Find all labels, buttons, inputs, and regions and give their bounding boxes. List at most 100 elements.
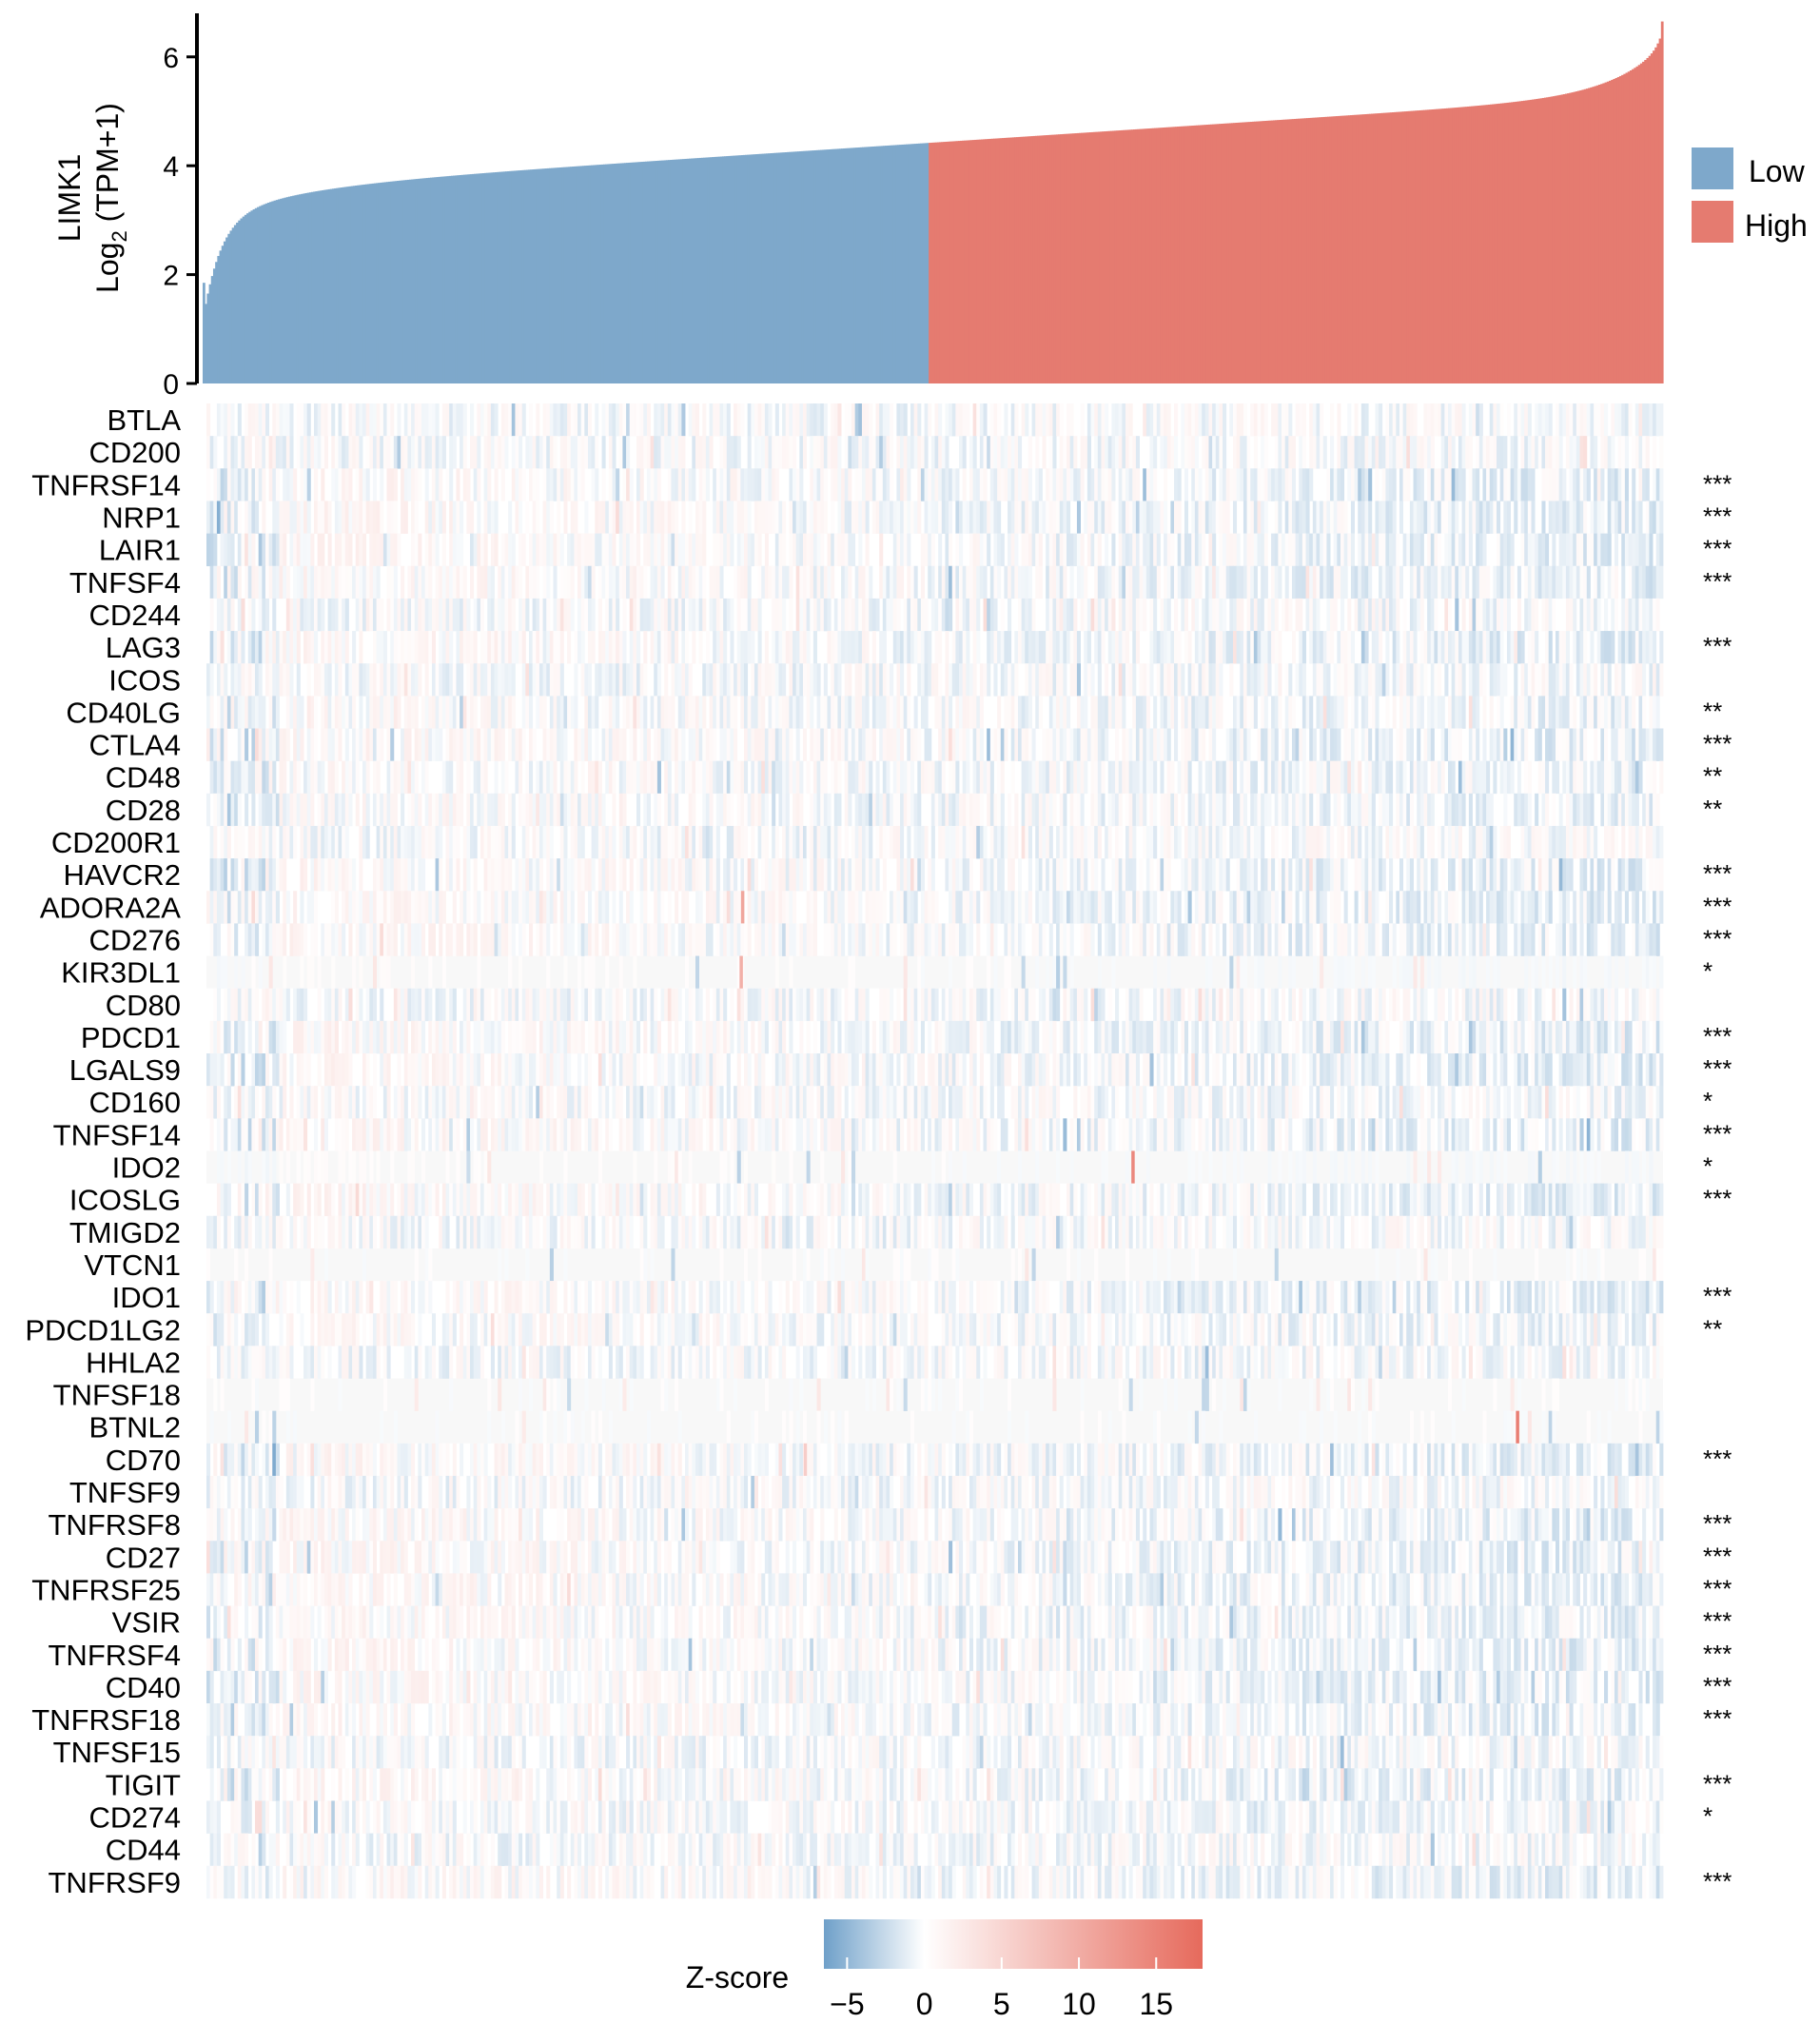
heatmap-cell (1128, 598, 1133, 632)
heatmap-cell (1017, 598, 1023, 632)
heatmap-cell (681, 468, 686, 501)
bar-low (726, 156, 730, 383)
heatmap-cell (1086, 436, 1091, 469)
heatmap-cell (1025, 631, 1029, 664)
heatmap-cell (1409, 403, 1414, 437)
heatmap-cell (976, 631, 981, 664)
heatmap-cell (1295, 663, 1300, 697)
heatmap-cell (844, 403, 849, 437)
bar-high (1380, 112, 1384, 383)
heatmap-cell (1558, 436, 1563, 469)
heatmap-cell (726, 598, 731, 632)
bar-low (361, 185, 364, 383)
bar-high (1282, 119, 1286, 383)
heatmap-cell (618, 663, 623, 697)
heatmap-cell (601, 728, 606, 761)
heatmap-cell (941, 501, 946, 534)
heatmap-cell (1021, 631, 1026, 664)
heatmap-cell (1624, 533, 1629, 567)
heatmap-cell (303, 793, 308, 827)
heatmap-cell (1198, 468, 1203, 501)
heatmap-cell (774, 468, 779, 501)
heatmap-cell (1021, 533, 1026, 567)
heatmap-cell (1284, 403, 1289, 437)
heatmap-cell (810, 663, 814, 697)
heatmap-cell (498, 436, 502, 469)
heatmap-cell (1371, 533, 1376, 567)
heatmap-cell (675, 403, 679, 437)
heatmap-cell (285, 696, 290, 729)
heatmap-cell (1128, 403, 1133, 437)
heatmap-cell (928, 663, 932, 697)
heatmap-cell (206, 696, 211, 729)
heatmap-cell (1406, 663, 1411, 697)
bar-low (766, 153, 769, 383)
heatmap-cell (462, 728, 467, 761)
heatmap-cell (1069, 565, 1074, 599)
heatmap-cell (390, 565, 395, 599)
heatmap-cell (500, 565, 505, 599)
heatmap-cell (355, 501, 360, 534)
heatmap-cell (439, 696, 443, 729)
bar-high (1654, 47, 1658, 384)
heatmap-cell (1056, 598, 1061, 632)
heatmap-cell (456, 533, 460, 567)
heatmap-cell (1181, 598, 1185, 632)
heatmap-cell (397, 663, 401, 697)
heatmap-cell (892, 501, 897, 534)
heatmap-cell (262, 501, 266, 534)
heatmap-cell (1569, 436, 1574, 469)
bar-high (1590, 87, 1594, 383)
heatmap-cell (1232, 403, 1238, 437)
heatmap-cell (1579, 760, 1584, 795)
heatmap-cell (646, 403, 651, 437)
heatmap-cell (258, 728, 263, 761)
heatmap-cell (1333, 533, 1338, 567)
heatmap-cell (1166, 598, 1171, 632)
heatmap-cell (726, 533, 731, 567)
heatmap-cell (477, 598, 481, 632)
heatmap-cell (1343, 501, 1348, 534)
heatmap-cell (848, 598, 852, 632)
heatmap-cell (757, 403, 762, 437)
bar-high (1658, 38, 1662, 383)
bar-high (1552, 96, 1556, 384)
heatmap-cell (365, 436, 370, 469)
bar-low (686, 158, 690, 383)
heatmap-cell (983, 565, 988, 599)
heatmap-cell (854, 436, 859, 469)
heatmap-cell (296, 565, 301, 599)
heatmap-cell (331, 793, 336, 827)
heatmap-cell (515, 631, 519, 664)
heatmap-cell (470, 565, 475, 599)
heatmap-cell (1225, 760, 1230, 795)
heatmap-cell (656, 663, 661, 697)
heatmap-cell (532, 728, 537, 761)
heatmap-cell (1607, 533, 1612, 567)
bar-high (1156, 128, 1159, 383)
bar-high (1358, 114, 1361, 383)
bar-low (749, 154, 753, 383)
bar-low (693, 158, 696, 383)
heatmap-cell (1596, 501, 1601, 534)
heatmap-cell (1174, 663, 1179, 697)
heatmap-cell (1465, 436, 1470, 469)
heatmap-cell (1364, 696, 1369, 729)
heatmap-cell (490, 501, 495, 534)
heatmap-cell (306, 533, 311, 567)
heatmap-row-band (206, 955, 1663, 989)
heatmap-cell (1590, 501, 1595, 534)
heatmap-cell (702, 663, 707, 697)
heatmap-cell (1004, 565, 1008, 599)
heatmap-cell (938, 598, 943, 632)
heatmap-cell (466, 468, 471, 501)
heatmap-cell (1402, 533, 1407, 567)
bar-high (932, 142, 936, 383)
heatmap-cell (306, 501, 311, 534)
heatmap-cell (1379, 436, 1383, 469)
heatmap-cell (747, 403, 752, 437)
heatmap-cell (1295, 403, 1300, 437)
heatmap-cell (1326, 760, 1331, 795)
heatmap-cell (1187, 631, 1192, 664)
heatmap-cell (1375, 501, 1380, 534)
